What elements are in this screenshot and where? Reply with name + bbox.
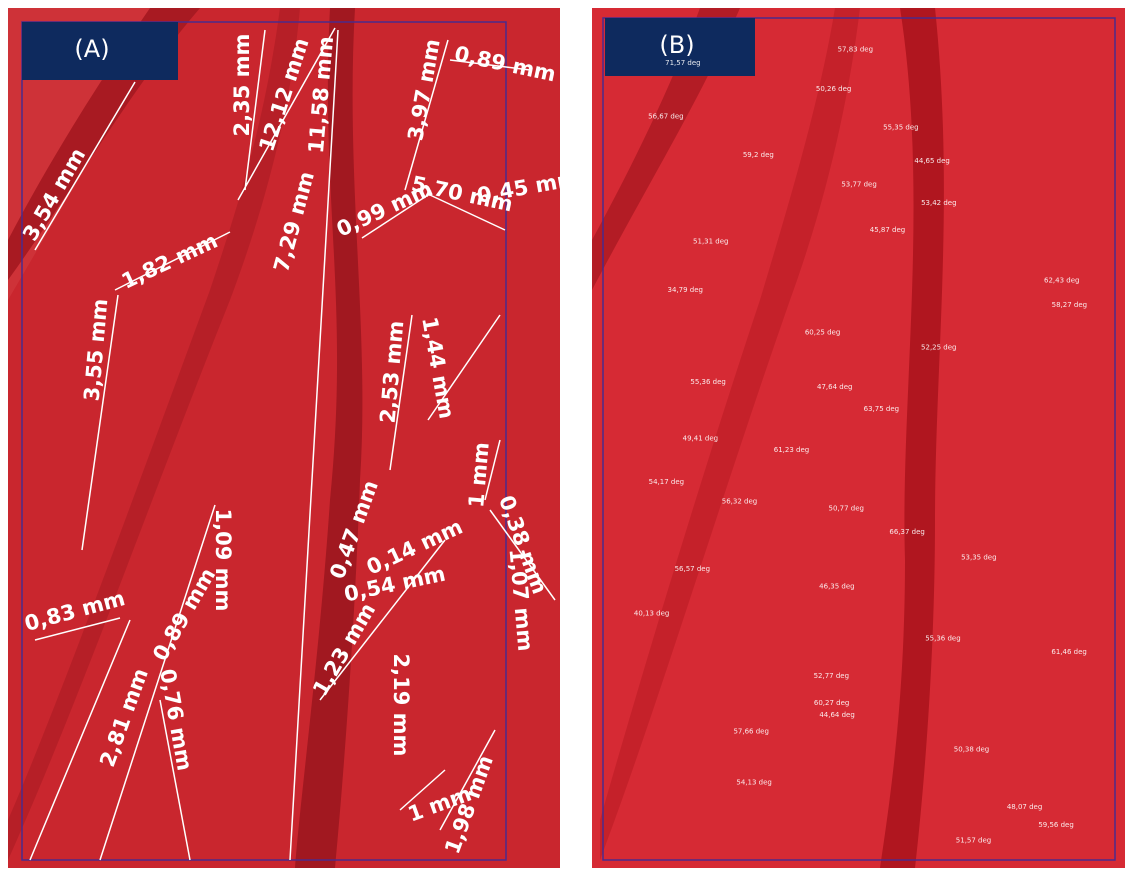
annotation-label: 40,13 deg bbox=[634, 609, 669, 617]
annotations: 57,83 deg 71,57 deg 50,26 deg 56,67 deg 55,3… bbox=[634, 45, 1087, 844]
vessel bbox=[600, 8, 860, 860]
annotation-label: 57,83 deg bbox=[838, 45, 873, 53]
annotation-label: 59,2 deg bbox=[743, 151, 774, 159]
annotation-label: 66,37 deg bbox=[889, 528, 924, 536]
roi-frame bbox=[21, 21, 507, 861]
annotation-label: 51,57 deg bbox=[956, 837, 991, 845]
vessel bbox=[8, 8, 300, 860]
annotation-label: 54,17 deg bbox=[649, 478, 684, 486]
tissue-image bbox=[592, 8, 1125, 868]
annotation-label: 61,23 deg bbox=[774, 446, 809, 454]
annotation-label: 1,09 mm bbox=[211, 509, 235, 612]
annotation-label: 1 mm bbox=[464, 441, 494, 509]
annotation-label: 62,43 deg bbox=[1044, 276, 1079, 284]
annotation-label: 50,38 deg bbox=[954, 745, 989, 753]
annotation-label: 59,56 deg bbox=[1038, 821, 1073, 829]
annotation-label: 56,32 deg bbox=[722, 497, 757, 505]
annotation-label: 60,25 deg bbox=[805, 329, 840, 337]
annotation-label: 55,36 deg bbox=[690, 378, 725, 386]
annotation-label: 50,77 deg bbox=[829, 505, 864, 513]
panel-b: (B) 57,83 deg 71,57 deg 50,26 deg 56,67 deg… bbox=[592, 8, 1125, 868]
vessel bbox=[295, 8, 363, 868]
annotation-label: 53,42 deg bbox=[921, 199, 956, 207]
annotation-label: 57,66 deg bbox=[733, 727, 768, 735]
annotation-label: 61,46 deg bbox=[1051, 648, 1086, 656]
annotation-label: 58,27 deg bbox=[1052, 301, 1087, 309]
annotation-label: 47,64 deg bbox=[817, 383, 852, 391]
annotation-label: 55,35 deg bbox=[883, 123, 918, 131]
tissue-image bbox=[8, 8, 560, 868]
panel-tag bbox=[22, 22, 178, 80]
annotation-label: 56,67 deg bbox=[648, 113, 683, 121]
annotation-label: 52,25 deg bbox=[921, 343, 956, 351]
annotation-label: 34,79 deg bbox=[668, 286, 703, 294]
annotation-label: 56,57 deg bbox=[675, 565, 710, 573]
measure-lines bbox=[29, 27, 556, 861]
panel-label: (A) bbox=[74, 35, 109, 63]
annotation-label: 60,27 deg bbox=[814, 699, 849, 707]
annotation-label: 46,35 deg bbox=[819, 583, 854, 591]
annotation-label: 48,07 deg bbox=[1007, 803, 1042, 811]
annotation-label: 52,77 deg bbox=[814, 672, 849, 680]
vessel bbox=[592, 8, 740, 290]
annotation-label: 44,65 deg bbox=[914, 157, 949, 165]
annotation-label: 71,57 deg bbox=[665, 59, 700, 67]
annotation-label: 49,41 deg bbox=[683, 434, 718, 442]
vessel bbox=[8, 8, 200, 280]
annotation-label: 45,87 deg bbox=[870, 226, 905, 234]
annotation-label: 54,13 deg bbox=[736, 779, 771, 787]
annotation-label: 2,19 mm bbox=[389, 654, 413, 757]
annotation-label: 51,31 deg bbox=[693, 238, 728, 246]
panel-tag bbox=[605, 18, 755, 76]
panel-label: (B) bbox=[659, 31, 694, 59]
annotation-label: 55,36 deg bbox=[925, 634, 960, 642]
annotation-label: 50,26 deg bbox=[816, 85, 851, 93]
annotation-label: 63,75 deg bbox=[864, 405, 899, 413]
annotation-label: 44,64 deg bbox=[819, 711, 854, 719]
roi-frame bbox=[602, 17, 1116, 861]
annotation-label: 53,77 deg bbox=[841, 181, 876, 189]
vessel bbox=[880, 8, 944, 868]
tissue-shade bbox=[8, 8, 200, 300]
annotation-label: 2,35 mm bbox=[230, 34, 254, 137]
annotation-label: 53,35 deg bbox=[961, 553, 996, 561]
